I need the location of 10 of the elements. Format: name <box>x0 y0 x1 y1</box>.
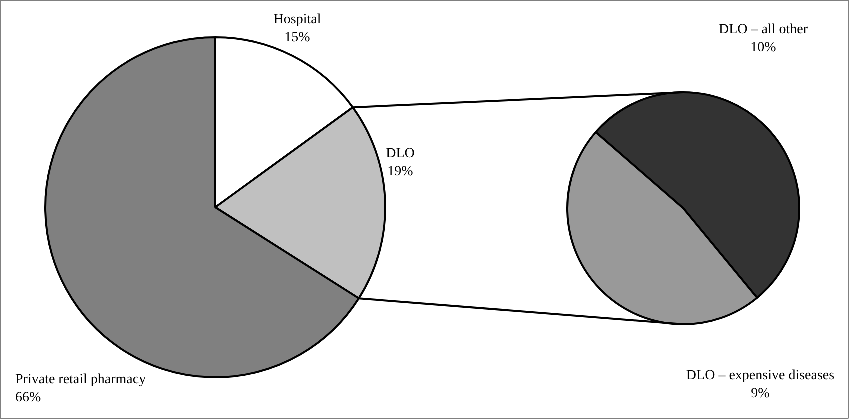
slice-label: DLO – expensive diseases <box>686 368 835 384</box>
data-label: 10% <box>750 40 777 56</box>
slice-label: DLO – all other <box>718 22 808 38</box>
slice-label: DLO <box>386 146 415 162</box>
data-label: 15% <box>284 30 311 46</box>
slice-label: Hospital <box>274 12 322 28</box>
data-label: 19% <box>388 164 414 180</box>
data-label: 66% <box>16 390 42 406</box>
data-label: 9% <box>751 386 770 402</box>
slice-label: Private retail pharmacy <box>16 372 146 388</box>
